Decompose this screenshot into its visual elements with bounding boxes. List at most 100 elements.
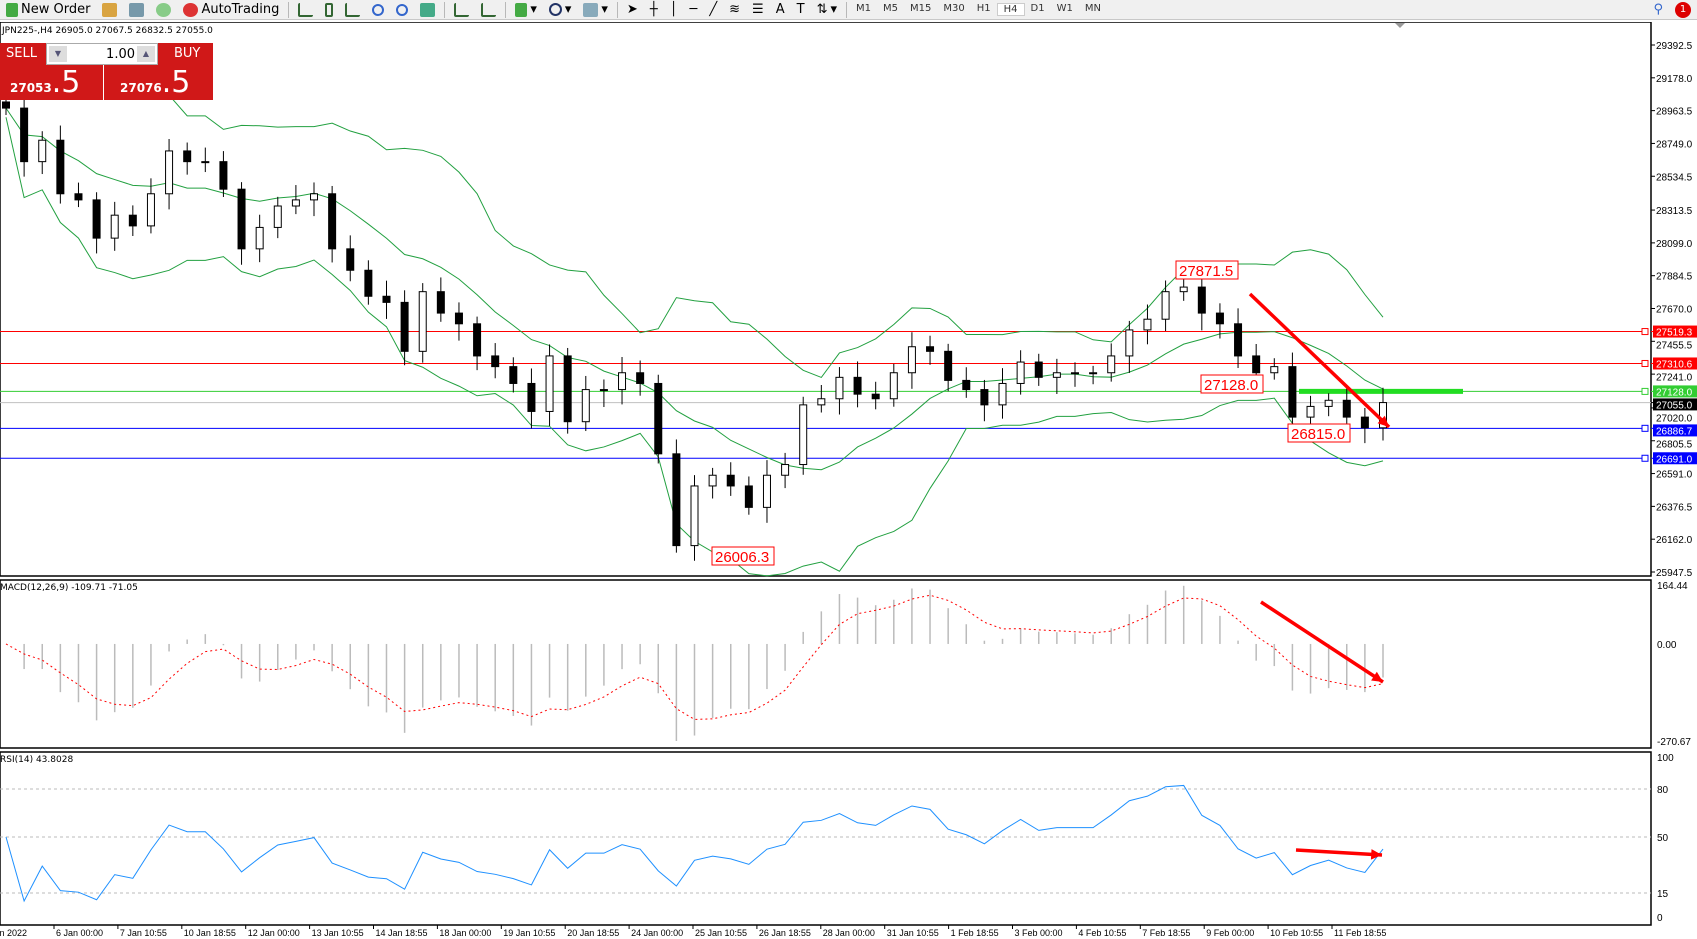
bar-chart-button[interactable] — [292, 0, 319, 20]
new-order-button[interactable]: New Order — [0, 0, 96, 20]
bear-candle-body — [1360, 416, 1369, 429]
price-trend-arrow — [1248, 292, 1391, 429]
text-label-tool[interactable]: T — [791, 0, 811, 20]
candle — [672, 439, 681, 553]
bull-candle-body — [310, 193, 319, 201]
bull-candle-body — [618, 372, 627, 391]
candle — [20, 95, 29, 177]
candle — [980, 379, 989, 422]
market-watch-button[interactable] — [123, 0, 150, 20]
time-label: 11 Feb 18:55 — [1334, 928, 1386, 938]
candle — [1070, 362, 1079, 387]
metaeditor-button[interactable] — [96, 0, 123, 20]
bull-candle-body — [762, 474, 771, 508]
price-trend-arrow-head — [1377, 415, 1389, 427]
bull-candle-body — [1306, 405, 1315, 418]
bear-candle-body — [436, 291, 445, 314]
line-chart-button[interactable] — [339, 0, 366, 20]
bear-candle-body — [382, 295, 391, 303]
indicators-button[interactable]: ▾ — [509, 0, 543, 20]
search-button[interactable]: ⚲ — [1647, 0, 1669, 20]
candle — [1179, 279, 1188, 301]
timeframe-d1[interactable]: D1 — [1030, 3, 1045, 14]
time-label: 20 Jan 18:55 — [567, 928, 619, 938]
signals-button[interactable] — [150, 0, 177, 20]
cursor-icon: ➤ — [626, 2, 638, 17]
time-label: 6 Jan 00:00 — [56, 928, 103, 938]
price-line-tag-label: 26691.0 — [1656, 454, 1693, 465]
sell-price[interactable]: 27053.5 — [10, 65, 81, 100]
autotrading-button[interactable]: AutoTrading — [177, 0, 285, 20]
channel-tool[interactable]: ≋ — [723, 0, 746, 20]
chart-window[interactable]: 29392.5 29178.0 28963.5 28749.0 28534.5 28313… — [0, 22, 1697, 939]
bull-candle-body — [1089, 372, 1098, 375]
bull-candle-body — [255, 226, 264, 250]
bull-candle-body — [1052, 372, 1061, 378]
candle — [346, 235, 355, 282]
timeframe-m1[interactable]: M1 — [856, 3, 871, 14]
timeframe-m15[interactable]: M15 — [910, 3, 932, 14]
price-tick-label: 28099.0 — [1656, 239, 1693, 250]
templates-button[interactable]: ▾ — [577, 0, 614, 20]
buy-price[interactable]: 27076.5 — [120, 65, 191, 100]
candle — [708, 467, 717, 499]
increase-lot-button[interactable]: ▲ — [137, 46, 155, 62]
time-label: 1 Feb 18:55 — [951, 928, 999, 938]
crosshair-tool[interactable]: ┼ — [644, 0, 664, 20]
zoom-out-button[interactable] — [390, 0, 414, 20]
candle — [92, 192, 101, 254]
bull-candle-body — [1379, 402, 1387, 429]
candle — [364, 260, 373, 305]
line-handle — [1641, 359, 1649, 367]
candle — [1379, 387, 1387, 441]
bear-candle-body — [1342, 399, 1351, 418]
lot-input[interactable] — [69, 45, 135, 63]
candle — [654, 374, 663, 464]
timeframe-m30[interactable]: M30 — [943, 3, 965, 14]
candle — [146, 178, 155, 234]
candle — [310, 182, 319, 217]
zoom-in-button[interactable] — [366, 0, 390, 20]
sell-button[interactable]: SELL — [6, 46, 37, 61]
candle — [799, 396, 808, 475]
vertical-line-tool[interactable]: │ — [664, 0, 684, 20]
price-annotation-box — [711, 546, 775, 566]
chart-shift-button[interactable] — [475, 0, 502, 20]
candle — [998, 368, 1007, 419]
text-tool[interactable]: A — [770, 0, 791, 20]
timeframe-h4[interactable]: H4 — [996, 3, 1025, 16]
timeframe-h1[interactable]: H1 — [976, 3, 991, 14]
price-annotation: 26815.0 — [1291, 426, 1345, 443]
price-line-tag — [1653, 424, 1697, 437]
price-chart[interactable]: 29392.5 29178.0 28963.5 28749.0 28534.5 28313… — [0, 22, 1697, 939]
decrease-lot-button[interactable]: ▼ — [49, 46, 67, 62]
tile-windows-button[interactable] — [414, 0, 441, 20]
candlestick-icon — [325, 2, 334, 17]
candle — [1052, 358, 1061, 395]
cursor-tool[interactable]: ➤ — [621, 0, 644, 20]
notifications-button[interactable]: 1 — [1669, 0, 1697, 20]
auto-scroll-button[interactable] — [448, 0, 475, 20]
price-annotation: 26006.3 — [715, 549, 769, 566]
bear-candle-body — [2, 101, 10, 109]
timeframe-m5[interactable]: M5 — [883, 3, 898, 14]
candlestick-button[interactable] — [319, 0, 339, 20]
toolbar: New Order AutoTrading ▾ ▾ ▾ ➤ ┼ │ ─ ╱ ≋ … — [0, 0, 1697, 20]
timeframe-mn[interactable]: MN — [1084, 3, 1101, 14]
periods-button[interactable]: ▾ — [543, 0, 578, 20]
candle — [128, 205, 137, 236]
bull-candle-body — [1070, 372, 1079, 375]
price-line-tag-label: 26886.7 — [1656, 426, 1693, 437]
price-annotation-box — [1200, 374, 1264, 394]
macd-tick-label: -270.67 — [1657, 737, 1691, 748]
lot-size-stepper[interactable]: ▼ ▲ — [46, 43, 158, 65]
trendline-tool[interactable]: ╱ — [703, 0, 723, 20]
buy-button[interactable]: BUY — [174, 46, 201, 61]
zoom-in-icon — [372, 3, 385, 16]
fibonacci-tool[interactable]: ☰ — [746, 0, 770, 20]
bull-candle-body — [1270, 366, 1279, 374]
timeframe-w1[interactable]: W1 — [1056, 3, 1073, 14]
bear-candle-body — [980, 389, 989, 406]
horizontal-line-tool[interactable]: ─ — [683, 0, 703, 20]
arrows-tool[interactable]: ⇅ ▾ — [816, 2, 837, 17]
